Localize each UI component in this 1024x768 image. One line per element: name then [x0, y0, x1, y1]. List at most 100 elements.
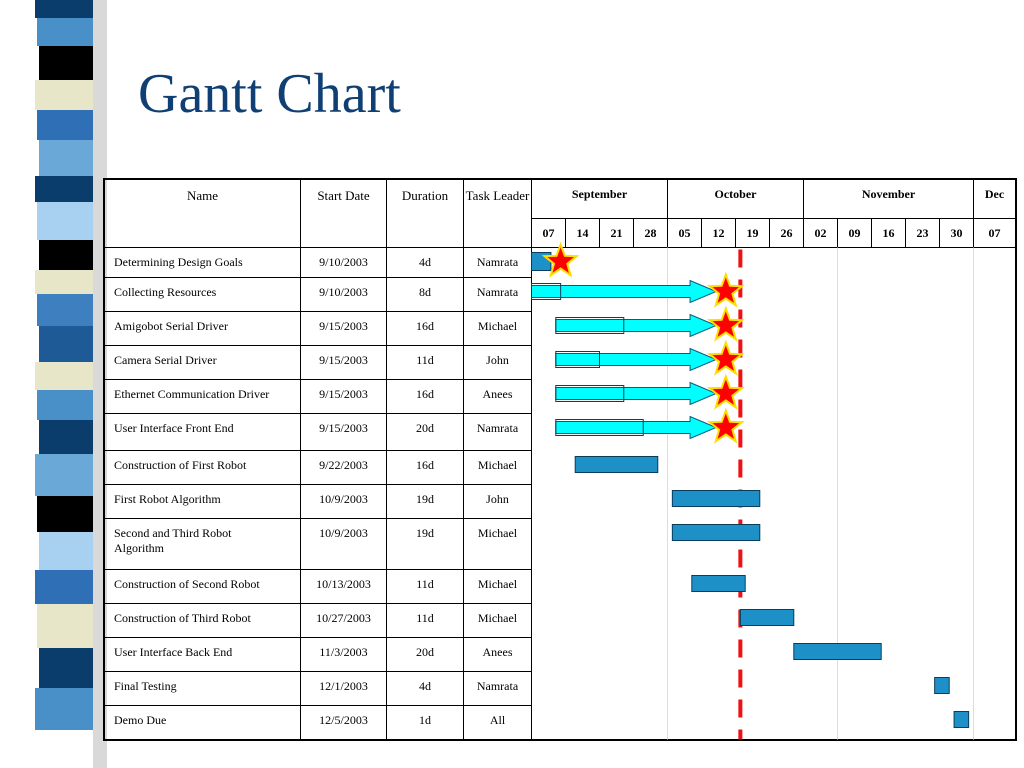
gantt-table: Name Start Date Duration Task Leader Sep…	[103, 178, 1017, 741]
task-leader: Namrata	[463, 671, 532, 706]
decorative-stripe	[35, 0, 93, 18]
task-start-date: 9/15/2003	[300, 413, 387, 451]
week-tick-label: 09	[837, 218, 872, 248]
task-bar	[671, 524, 761, 541]
task-start-date: 10/27/2003	[300, 603, 387, 638]
task-name: Collecting Resources	[103, 277, 301, 312]
task-bar	[671, 490, 761, 507]
decorative-stripe	[37, 294, 93, 326]
week-tick-label: 14	[565, 218, 600, 248]
task-bar	[531, 283, 562, 300]
decorative-stripe	[35, 454, 93, 496]
timeline-cell	[531, 637, 1017, 672]
week-tick-label: 12	[701, 218, 736, 248]
month-header: Dec	[973, 178, 1017, 219]
table-row: Determining Design Goals 9/10/2003 4d Namra…	[103, 247, 1017, 278]
task-duration: 11d	[386, 569, 464, 604]
table-row: Camera Serial Driver 9/15/2003 11d John	[103, 345, 1017, 380]
decorative-stripe	[39, 326, 93, 362]
task-bar	[793, 643, 882, 660]
task-duration: 20d	[386, 413, 464, 451]
decorative-stripe	[35, 176, 93, 202]
task-name: Determining Design Goals	[103, 247, 301, 278]
timeline-cell	[531, 345, 1017, 380]
decorative-stripe	[37, 496, 93, 532]
timeline-cell	[531, 569, 1017, 604]
task-duration: 11d	[386, 603, 464, 638]
task-name: Amigobot Serial Driver	[103, 311, 301, 346]
task-duration: 16d	[386, 311, 464, 346]
task-duration: 19d	[386, 518, 464, 570]
task-duration: 20d	[386, 637, 464, 672]
table-row: Amigobot Serial Driver 9/15/2003 16d Michae…	[103, 311, 1017, 346]
task-bar	[691, 575, 746, 592]
week-tick-label: 30	[939, 218, 974, 248]
timeline-cell	[531, 484, 1017, 519]
timeline-cell	[531, 247, 1017, 278]
task-start-date: 9/10/2003	[300, 247, 387, 278]
task-leader: Namrata	[463, 413, 532, 451]
task-name: Demo Due	[103, 705, 301, 740]
decorative-stripe	[39, 648, 93, 688]
task-name: First Robot Algorithm	[103, 484, 301, 519]
decorative-stripe	[39, 532, 93, 570]
task-start-date: 12/5/2003	[300, 705, 387, 740]
task-leader: John	[463, 484, 532, 519]
page-title: Gantt Chart	[138, 63, 401, 125]
header-start-date: Start Date	[300, 178, 387, 248]
table-row: Collecting Resources 9/10/2003 8d Namrata	[103, 277, 1017, 312]
task-leader: Michael	[463, 518, 532, 570]
header-row-weeks: 07 14 21 28 05 12 19 26 02 09 16 23 30 07	[104, 218, 1017, 248]
decorative-stripe	[39, 420, 93, 454]
decorative-stripe	[37, 202, 93, 240]
month-header: September	[531, 178, 668, 219]
task-bar	[555, 385, 625, 402]
task-bar	[555, 351, 600, 368]
month-header: November	[803, 178, 974, 219]
week-tick-label: 07	[531, 218, 566, 248]
task-duration: 19d	[386, 484, 464, 519]
task-leader: Michael	[463, 450, 532, 485]
task-bar	[953, 711, 970, 728]
task-duration: 16d	[386, 379, 464, 414]
task-name: Camera Serial Driver	[103, 345, 301, 380]
task-duration: 11d	[386, 345, 464, 380]
decorative-stripe	[37, 390, 93, 420]
decorative-stripe	[39, 140, 93, 176]
timeline-cell	[531, 705, 1017, 740]
task-bar	[555, 317, 625, 334]
decorative-stripe	[35, 270, 93, 294]
task-leader: Namrata	[463, 277, 532, 312]
task-bar	[739, 609, 795, 626]
task-start-date: 9/10/2003	[300, 277, 387, 312]
decorative-stripe	[35, 688, 93, 730]
timeline-cell	[531, 311, 1017, 346]
task-name: Construction of Third Robot	[103, 603, 301, 638]
decorative-stripe	[39, 240, 93, 270]
task-start-date: 11/3/2003	[300, 637, 387, 672]
header-row-months: Name Start Date Duration Task Leader Sep…	[103, 178, 1017, 248]
table-row: Construction of Second Robot 10/13/2003 11…	[103, 569, 1017, 604]
task-leader: Michael	[463, 603, 532, 638]
task-name: Final Testing	[103, 671, 301, 706]
task-leader: All	[463, 705, 532, 740]
table-row: Demo Due 12/5/2003 1d All	[103, 705, 1017, 740]
header-task-leader: Task Leader	[463, 178, 532, 248]
task-start-date: 10/9/2003	[300, 518, 387, 570]
task-name: User Interface Front End	[103, 413, 301, 451]
week-tick-label: 02	[803, 218, 838, 248]
task-start-date: 9/15/2003	[300, 345, 387, 380]
table-row: Second and Third Robot Algorithm 10/9/200…	[103, 518, 1017, 570]
decorative-stripe	[37, 18, 93, 46]
decorative-stripe	[35, 80, 93, 110]
table-row: Ethernet Communication Driver 9/15/2003 16…	[103, 379, 1017, 414]
week-tick-label: 28	[633, 218, 668, 248]
task-duration: 4d	[386, 247, 464, 278]
week-tick-label: 05	[667, 218, 702, 248]
month-header: October	[667, 178, 804, 219]
task-start-date: 9/15/2003	[300, 379, 387, 414]
timeline-cell	[531, 379, 1017, 414]
decorative-stripe	[39, 46, 93, 80]
week-tick-label: 26	[769, 218, 804, 248]
task-leader: Michael	[463, 569, 532, 604]
